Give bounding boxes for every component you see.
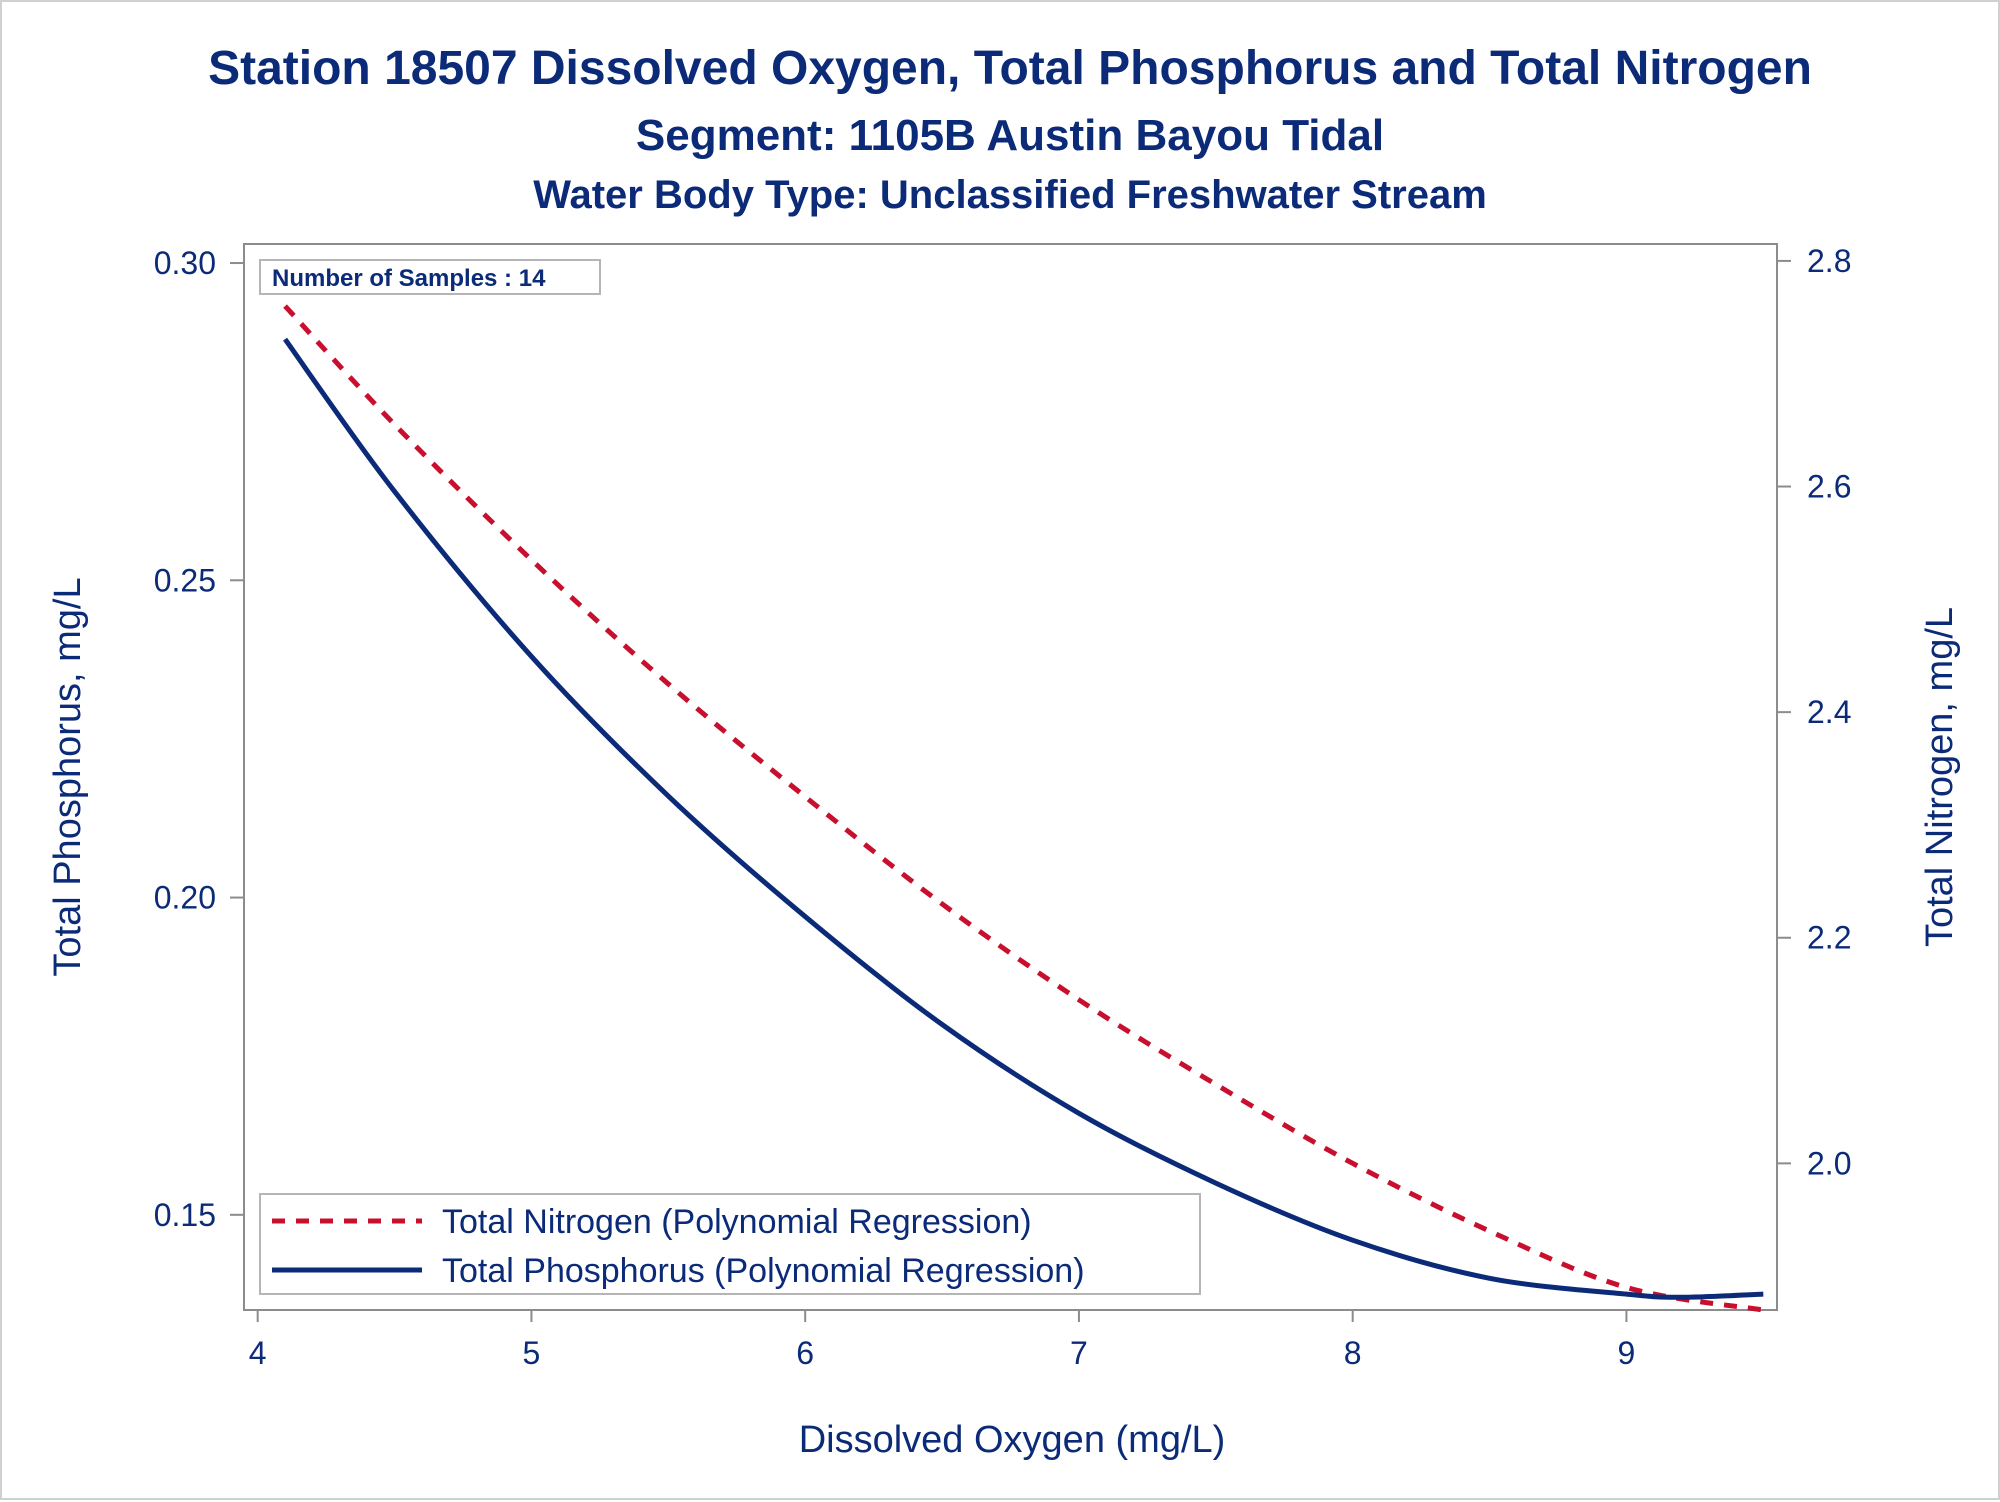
series-line-phosphorus: [283, 337, 1764, 1300]
y-axis-right: 2.0 2.2 2.4 2.6 2.8: [1777, 243, 1851, 1181]
plot-area-border: [243, 243, 1778, 1311]
y-left-tick-label: 0.25: [154, 562, 216, 598]
chart-subtitle-waterbody: Water Body Type: Unclassified Freshwater…: [533, 173, 1487, 217]
legend-label-nitrogen: Total Nitrogen (Polynomial Regression): [442, 1203, 1032, 1241]
y-axis-right-label: Total Nitrogen, mg/L: [1919, 607, 1961, 947]
y-right-tick-label: 2.8: [1807, 243, 1851, 279]
y-right-tick-label: 2.0: [1807, 1145, 1851, 1181]
series-layer: [283, 304, 1764, 1313]
y-left-tick-label: 0.20: [154, 880, 216, 916]
y-right-tick-label: 2.6: [1807, 469, 1851, 505]
x-tick-label: 5: [523, 1335, 541, 1371]
y-right-tick-label: 2.4: [1807, 694, 1851, 730]
chart-subtitle-segment: Segment: 1105B Austin Bayou Tidal: [636, 111, 1384, 160]
legend: Total Nitrogen (Polynomial Regression) T…: [259, 1193, 1201, 1295]
y-right-tick-label: 2.2: [1807, 920, 1851, 956]
samples-count-label: Number of Samples : 14: [272, 265, 546, 292]
x-tick-label: 7: [1070, 1335, 1088, 1371]
samples-inset-box: [259, 259, 601, 295]
samples-inset: Number of Samples : 14: [259, 259, 601, 295]
x-tick-label: 6: [796, 1335, 814, 1371]
x-tick-label: 4: [249, 1335, 267, 1371]
series-line-nitrogen: [283, 304, 1764, 1313]
chart-title: Station 18507 Dissolved Oxygen, Total Ph…: [208, 42, 1812, 95]
x-tick-label: 9: [1618, 1335, 1636, 1371]
x-tick-label: 8: [1344, 1335, 1362, 1371]
y-axis-left: 0.15 0.20 0.25 0.30: [154, 245, 244, 1233]
legend-label-phosphorus: Total Phosphorus (Polynomial Regression): [442, 1252, 1085, 1290]
y-axis-left-label: Total Phosphorus, mg/L: [47, 577, 89, 976]
x-axis: 4 5 6 7 8 9: [249, 1310, 1636, 1371]
legend-box: [259, 1193, 1201, 1295]
x-axis-label: Dissolved Oxygen (mg/L): [799, 1419, 1226, 1461]
y-left-tick-label: 0.15: [154, 1197, 216, 1233]
y-left-tick-label: 0.30: [154, 245, 216, 281]
